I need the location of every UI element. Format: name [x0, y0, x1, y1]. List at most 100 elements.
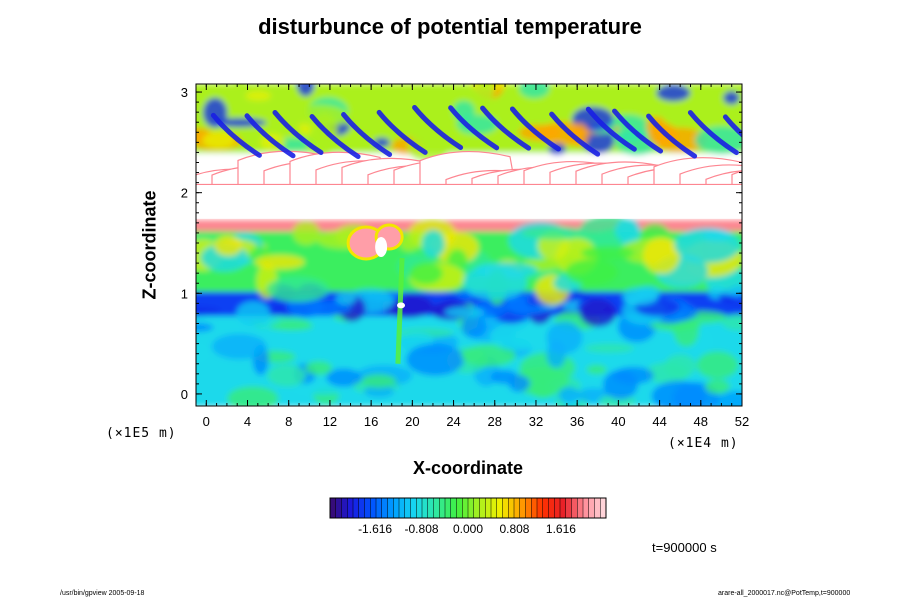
field-eddy — [565, 259, 618, 286]
plume-spot — [397, 302, 406, 309]
colorbar-cell — [537, 498, 544, 518]
colorbar-cell — [381, 498, 388, 518]
field-eddy — [615, 130, 659, 156]
wave-finger — [731, 170, 742, 186]
colorbar-cell — [335, 498, 342, 518]
field-eddy — [704, 379, 731, 394]
field-eddy — [196, 322, 214, 333]
field-eddy — [519, 84, 550, 99]
field-eddy — [558, 386, 580, 404]
wave-streak — [509, 106, 561, 152]
field-eddy — [211, 333, 267, 360]
colorbar-cell — [473, 498, 480, 518]
footer-left-text: /usr/bin/gpview 2005-09-18 — [60, 590, 145, 597]
colorbar-cell — [427, 498, 434, 518]
colorbar-cell — [565, 498, 572, 518]
colorbar: -1.616 -0.808 0.000 0.808 1.616 — [329, 497, 607, 536]
field-eddy — [461, 344, 516, 367]
field-eddy — [269, 321, 314, 331]
colorbar-cell — [525, 498, 532, 518]
wave-streak — [687, 110, 739, 156]
colorbar-cell — [456, 498, 463, 518]
colorbar-cell — [600, 498, 607, 518]
field-eddy — [245, 90, 271, 101]
plot-frame — [195, 83, 743, 407]
colorbar-cell — [542, 498, 549, 518]
wave-streak — [341, 112, 393, 158]
colorbar-cell — [353, 498, 360, 518]
wave-streak — [448, 105, 500, 151]
chart-title: disturbunce of potential temperature — [258, 14, 642, 39]
wave-streak — [210, 112, 262, 158]
wave-streak — [480, 105, 532, 151]
colorbar-cell — [404, 498, 411, 518]
field-eddy — [514, 395, 539, 406]
field-eddy — [363, 385, 395, 398]
colorbar-cell — [479, 498, 486, 518]
field-eddy — [227, 386, 279, 406]
field-eddy — [664, 354, 697, 378]
plume-stem — [395, 257, 405, 364]
stable-layer — [196, 182, 742, 219]
colorbar-cell — [577, 498, 584, 518]
x-axis-unit: (×1E4 m) — [668, 436, 739, 451]
colorbar-cell — [514, 498, 521, 518]
colorbar-cell — [519, 498, 526, 518]
z-tick-label: 2 — [181, 186, 188, 201]
field-eddy — [335, 292, 356, 306]
colorbar-cell — [410, 498, 417, 518]
wave-streak — [585, 106, 637, 152]
z-axis-label: Z-coordinate — [139, 190, 160, 300]
field-eddy — [508, 375, 530, 392]
field-eddy — [433, 231, 479, 265]
field-eddy — [455, 114, 498, 135]
colorbar-cell — [491, 498, 498, 518]
field-eddy — [196, 345, 210, 361]
colorbar-cell — [330, 498, 337, 518]
x-tick-label: 40 — [611, 414, 625, 429]
field-eddy — [296, 84, 315, 97]
colorbar-cell — [560, 498, 567, 518]
x-tick-label: 0 — [203, 414, 210, 429]
field-eddy — [721, 314, 742, 331]
field-eddy — [254, 254, 305, 270]
colorbar-cell — [393, 498, 400, 518]
time-label: t=900000 s — [652, 540, 717, 555]
wave-streak — [272, 110, 324, 156]
field-eddy — [581, 246, 635, 260]
field-eddy — [398, 234, 420, 252]
x-tick-label: 24 — [446, 414, 460, 429]
colorbar-cell — [387, 498, 394, 518]
field-eddy — [696, 351, 739, 379]
colorbar-cell — [485, 498, 492, 518]
x-tick-label: 48 — [694, 414, 708, 429]
field-eddy — [232, 84, 250, 102]
field-eddy — [584, 343, 634, 353]
field-eddy — [569, 122, 590, 147]
colorbar-cell — [433, 498, 440, 518]
field-eddy — [392, 108, 421, 121]
colorbar-tick-label: 0.808 — [499, 522, 529, 536]
field-eddy — [361, 374, 397, 388]
colorbar-cell — [450, 498, 457, 518]
field-eddy — [196, 306, 221, 317]
plume-core — [375, 236, 388, 257]
field-eddy — [712, 390, 742, 406]
wave-streak — [612, 108, 664, 154]
field-eddy — [476, 84, 494, 104]
field-eddy — [406, 343, 465, 376]
field-eddy — [674, 227, 741, 264]
colorbar-cell — [358, 498, 365, 518]
colorbar-cell — [502, 498, 509, 518]
x-tick-label: 36 — [570, 414, 584, 429]
colorbar-cell — [439, 498, 446, 518]
x-axis-label: X-coordinate — [412, 458, 523, 478]
field-eddy — [326, 368, 362, 387]
colorbar-cell — [594, 498, 601, 518]
field-eddy — [236, 300, 271, 327]
x-tick-label: 44 — [652, 414, 666, 429]
colorbar-cell — [462, 498, 469, 518]
field-eddy — [723, 91, 740, 105]
x-tick-label: 4 — [244, 414, 251, 429]
